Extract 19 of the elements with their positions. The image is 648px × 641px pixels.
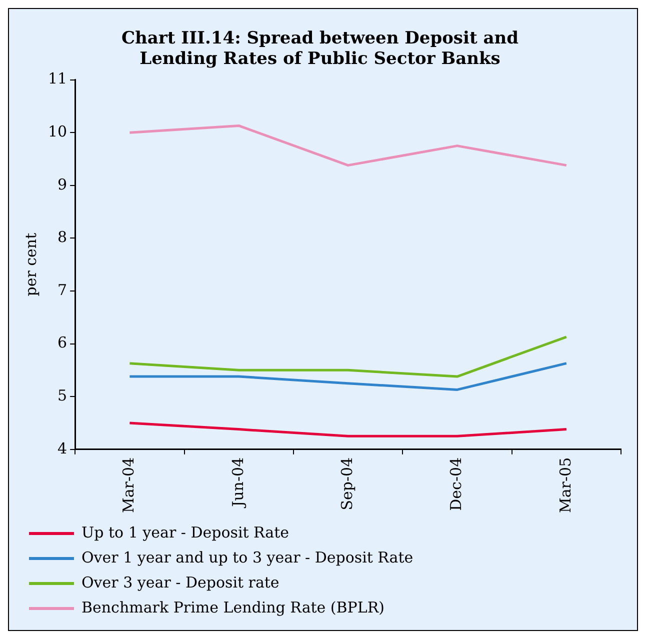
y-tick-label: 7 bbox=[58, 280, 68, 299]
legend-label: Over 3 year - Deposit rate bbox=[82, 573, 280, 592]
y-axis-title: per cent bbox=[22, 232, 40, 296]
chart-title: Chart III.14: Spread between Deposit and Lending Rates of Public Sector Banks bbox=[122, 28, 519, 70]
legend-label: Up to 1 year - Deposit Rate bbox=[82, 523, 290, 542]
y-tick-label: 4 bbox=[58, 439, 68, 458]
legend-label: Over 1 year and up to 3 year - Deposit Rate bbox=[82, 548, 414, 566]
y-tick-label: 8 bbox=[58, 228, 68, 246]
y-tick-label: 11 bbox=[48, 70, 68, 88]
y-tick-label: 5 bbox=[58, 386, 68, 404]
y-tick-label: 10 bbox=[48, 122, 68, 140]
x-tick-label: Mar-04 bbox=[120, 457, 138, 514]
x-tick-label: Mar-05 bbox=[556, 457, 574, 514]
legend-label: Benchmark Prime Lending Rate (BPLR) bbox=[82, 598, 385, 616]
y-tick-label: 6 bbox=[58, 334, 68, 352]
y-tick-label: 9 bbox=[58, 175, 68, 194]
x-tick-label: Sep-04 bbox=[338, 457, 356, 510]
x-tick-label: Dec-04 bbox=[447, 457, 466, 511]
x-tick-label: Jun-04 bbox=[228, 457, 247, 509]
